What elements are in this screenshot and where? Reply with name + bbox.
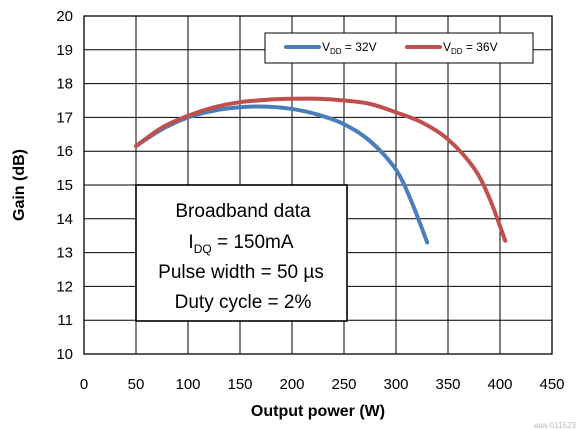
x-tick-label: 250 (331, 376, 356, 393)
legend-label-vdd-32v: VDD = 32V (322, 40, 377, 56)
y-tick-label: 19 (56, 42, 73, 59)
y-tick-labels: 10 11 12 13 14 15 16 17 18 19 20 (56, 8, 73, 363)
x-tick-label: 450 (539, 376, 564, 393)
conditions-annotation: Broadband data IDQ = 150mA Pulse width =… (135, 184, 348, 322)
x-tick-label: 400 (487, 376, 512, 393)
y-tick-label: 12 (56, 278, 73, 295)
figure-id: aaa-011523 (534, 421, 577, 430)
y-tick-label: 14 (56, 211, 73, 228)
x-axis-label: Output power (W) (251, 403, 385, 420)
y-tick-label: 10 (56, 346, 73, 363)
annotation-line-broadband: Broadband data (175, 201, 311, 222)
legend: VDD = 32V VDD = 36V (264, 32, 534, 64)
x-tick-label: 0 (80, 376, 88, 393)
x-tick-label: 200 (279, 376, 304, 393)
y-tick-label: 20 (56, 8, 73, 25)
y-tick-label: 15 (56, 177, 73, 194)
x-tick-label: 50 (128, 376, 145, 393)
y-tick-label: 11 (57, 312, 73, 329)
x-tick-labels: 0 50 100 150 200 250 300 350 400 450 (80, 376, 565, 393)
annotation-line-duty-cycle: Duty cycle = 2% (175, 292, 312, 313)
y-tick-label: 18 (56, 76, 73, 93)
x-tick-label: 300 (383, 376, 408, 393)
series-line-vdd-36v (134, 96, 508, 243)
y-tick-label: 17 (56, 109, 73, 126)
legend-label-vdd-36v: VDD = 36V (443, 40, 498, 56)
y-axis-label: Gain (dB) (11, 149, 28, 221)
x-tick-label: 350 (435, 376, 460, 393)
series-layer (134, 96, 508, 245)
annotation-line-idq: IDQ = 150mA (188, 232, 293, 256)
y-tick-label: 13 (56, 245, 73, 262)
x-tick-label: 100 (175, 376, 200, 393)
y-tick-label: 16 (56, 143, 73, 160)
annotation-line-pulse-width: Pulse width = 50 µs (158, 262, 324, 283)
annotation-box (135, 184, 348, 322)
x-tick-label: 150 (227, 376, 252, 393)
plot-area-frame (83, 15, 553, 355)
